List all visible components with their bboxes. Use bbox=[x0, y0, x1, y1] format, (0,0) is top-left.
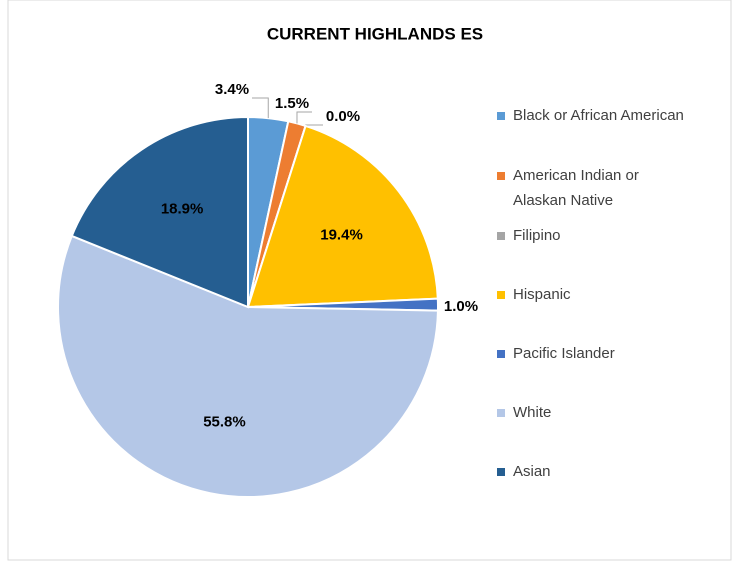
legend-item: Black or African American bbox=[497, 103, 729, 128]
pie-slice bbox=[70, 115, 249, 309]
pie-slice bbox=[57, 234, 439, 498]
legend-label: Asian bbox=[513, 463, 551, 480]
legend-swatch bbox=[497, 291, 505, 299]
legend-item: Hispanic bbox=[497, 282, 729, 307]
legend-swatch bbox=[497, 409, 505, 417]
data-label: 55.8% bbox=[203, 413, 246, 430]
data-label: 3.4% bbox=[215, 81, 249, 98]
legend-item: White bbox=[497, 400, 729, 425]
legend-label: Filipino bbox=[513, 227, 561, 244]
leader-line bbox=[296, 111, 312, 124]
legend-swatch bbox=[497, 232, 505, 240]
legend-label: White bbox=[513, 404, 552, 421]
legend: Black or African American American Indian… bbox=[497, 103, 729, 484]
chart-border bbox=[7, 0, 732, 561]
legend-label: American Indian or Alaskan Native bbox=[513, 167, 639, 209]
legend-label: Pacific Islander bbox=[513, 345, 615, 362]
legend-item: American Indian or Alaskan Native bbox=[497, 163, 683, 213]
chart-title: CURRENT HIGHLANDS ES bbox=[267, 24, 483, 43]
legend-swatch bbox=[497, 112, 505, 120]
pie-slice bbox=[246, 124, 439, 309]
legend-item: Filipino bbox=[497, 223, 729, 248]
data-label: 0.0% bbox=[326, 108, 360, 125]
leader-line bbox=[252, 97, 269, 119]
data-label: 1.0% bbox=[444, 298, 478, 315]
legend-item: Asian bbox=[497, 459, 729, 484]
legend-swatch bbox=[497, 468, 505, 476]
legend-label: Black or African American bbox=[513, 107, 684, 124]
legend-swatch bbox=[497, 350, 505, 358]
legend-swatch bbox=[497, 172, 505, 180]
data-label: 1.5% bbox=[275, 95, 309, 112]
legend-label: Hispanic bbox=[513, 286, 571, 303]
legend-item: Pacific Islander bbox=[497, 341, 729, 366]
data-label: 18.9% bbox=[161, 200, 204, 217]
data-label: 19.4% bbox=[320, 226, 363, 243]
